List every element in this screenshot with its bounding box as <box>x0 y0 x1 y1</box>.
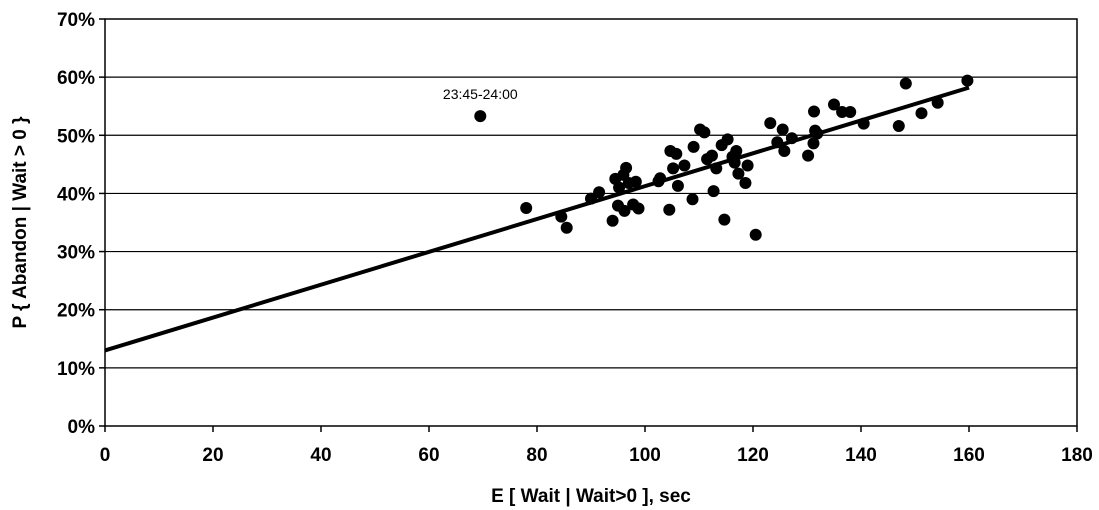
x-tick-label: 180 <box>1061 445 1093 466</box>
data-point <box>606 214 619 227</box>
data-point <box>705 149 718 162</box>
x-tick-label: 100 <box>629 445 661 466</box>
y-tick-label: 30% <box>57 243 95 264</box>
data-point <box>785 132 798 145</box>
y-tick-label: 40% <box>57 184 95 205</box>
data-point <box>730 144 743 157</box>
data-point <box>732 167 745 180</box>
x-axis-title: E [ Wait | Wait>0 ], sec <box>491 486 691 507</box>
data-point <box>808 105 821 118</box>
data-point <box>961 74 974 87</box>
y-tick-label: 0% <box>68 417 96 438</box>
data-point <box>632 202 645 215</box>
y-tick-label: 20% <box>57 301 95 322</box>
data-point <box>728 156 741 169</box>
y-tick-label: 50% <box>57 126 95 147</box>
annotation-label: 23:45-24:00 <box>443 86 518 102</box>
data-point <box>718 213 731 226</box>
data-point <box>671 179 684 192</box>
data-point <box>678 159 691 172</box>
data-point <box>687 140 700 153</box>
data-point <box>629 175 642 188</box>
annotations: 23:45-24:00 <box>443 86 518 102</box>
data-point <box>593 186 606 199</box>
y-axis-ticks: 0% 10% 20% 30% 40% 50% 60% 70% <box>57 10 105 438</box>
x-axis-ticks: 0 20 40 60 80 100 120 140 160 180 <box>100 426 1093 466</box>
x-tick-label: 20 <box>202 445 223 466</box>
data-point <box>899 77 912 90</box>
data-point <box>686 193 699 206</box>
data-point <box>857 117 870 130</box>
x-tick-label: 40 <box>310 445 331 466</box>
data-point <box>776 123 789 136</box>
data-point <box>654 172 667 185</box>
data-point <box>560 221 573 234</box>
y-axis-title: P { Abandon | Wait > 0 } <box>10 116 31 329</box>
x-tick-label: 80 <box>526 445 547 466</box>
data-point <box>555 210 568 223</box>
data-point <box>931 96 944 109</box>
data-point <box>811 127 824 140</box>
y-tick-label: 70% <box>57 10 95 31</box>
data-point <box>915 107 928 120</box>
data-point <box>698 126 711 139</box>
y-tick-label: 10% <box>57 359 95 380</box>
data-points <box>474 74 974 241</box>
data-point <box>613 181 626 194</box>
data-point <box>892 119 905 132</box>
data-point <box>764 117 777 130</box>
x-tick-label: 120 <box>737 445 769 466</box>
x-tick-label: 160 <box>953 445 985 466</box>
x-tick-label: 0 <box>100 445 111 466</box>
data-point <box>749 228 762 241</box>
data-point <box>771 136 784 149</box>
y-tick-label: 60% <box>57 68 95 89</box>
data-point <box>663 203 676 216</box>
data-point <box>710 162 723 175</box>
data-point <box>620 161 633 174</box>
data-point <box>667 162 680 175</box>
data-point <box>707 185 720 198</box>
plot-area-frame <box>104 18 1078 427</box>
trend-line <box>104 85 970 353</box>
data-point <box>585 192 597 205</box>
data-point <box>739 176 752 189</box>
x-tick-label: 60 <box>418 445 439 466</box>
grid-lines <box>105 76 1077 369</box>
data-point <box>807 137 820 150</box>
data-point <box>520 201 533 214</box>
data-point <box>618 204 631 217</box>
data-point <box>670 147 683 160</box>
data-point <box>828 98 840 111</box>
data-point <box>802 149 815 162</box>
data-point <box>844 106 857 119</box>
data-point <box>741 159 754 172</box>
data-point <box>778 144 791 157</box>
data-point <box>721 133 734 146</box>
x-tick-label: 140 <box>845 445 877 466</box>
data-point <box>474 110 487 123</box>
